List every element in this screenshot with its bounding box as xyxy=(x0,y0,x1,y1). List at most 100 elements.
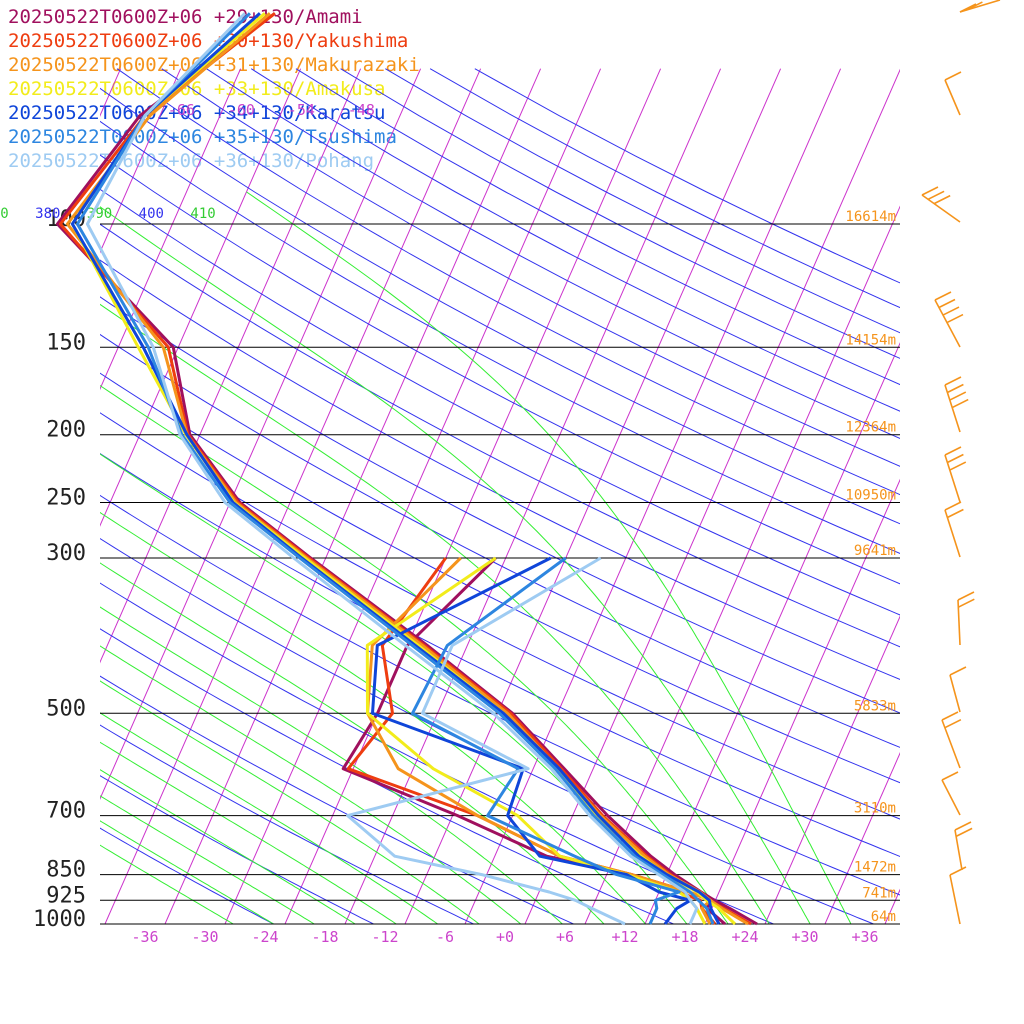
isotherm-grid xyxy=(0,68,900,924)
isotherm-line xyxy=(224,68,602,924)
wind-barb-flag xyxy=(949,461,967,471)
wind-barb-flag xyxy=(942,306,960,316)
sounding-station xyxy=(70,12,721,925)
legend-entry: 20250522T0600Z+06 +34+130/Karatsu xyxy=(8,102,386,124)
height-label: 3110m xyxy=(854,801,896,817)
dry-adiabat-line xyxy=(100,453,900,858)
pressure-label: 150 xyxy=(46,330,86,355)
isotherm-line xyxy=(464,68,842,924)
dry-adiabat-line xyxy=(100,628,675,924)
dry-adiabat-line xyxy=(100,296,900,714)
wind-barbs xyxy=(921,0,1001,925)
moist-adiabat-line xyxy=(100,795,316,924)
temperature-tick-label: -6 xyxy=(436,928,454,946)
isotherm-line xyxy=(644,342,900,924)
temperature-tick-label: +24 xyxy=(731,928,758,946)
wind-barb-flag xyxy=(949,866,967,876)
dry-adiabat-line xyxy=(100,827,275,924)
dry-adiabat-line xyxy=(206,68,900,439)
wind-barb-flag xyxy=(957,591,975,601)
height-label: 5833m xyxy=(854,698,896,714)
temperature-profile-line xyxy=(70,12,721,925)
moist-adiabat-line xyxy=(100,645,522,924)
wind-barb-staff xyxy=(944,454,961,503)
isotherm-line xyxy=(100,68,302,527)
temperature-tick-label: -36 xyxy=(131,928,158,946)
dry-adiabat-line xyxy=(100,494,900,896)
legend-entry: 20250522T0600Z+06 +35+130/Tsushima xyxy=(8,126,397,148)
height-label: 16614m xyxy=(845,209,896,225)
height-label: 10950m xyxy=(845,488,896,504)
pressure-label: 300 xyxy=(46,541,86,566)
wind-barb xyxy=(959,0,1001,13)
moist-adiabat-line xyxy=(100,562,605,924)
isotherm-line xyxy=(284,68,662,924)
isotherm-label: -60 xyxy=(228,101,255,119)
wind-barb xyxy=(944,446,967,503)
height-label: 1472m xyxy=(854,860,896,876)
wind-barb-flag xyxy=(944,71,962,81)
wind-barb-flag xyxy=(944,446,962,456)
wind-barb-flag xyxy=(946,313,964,324)
moist-adiabat-line xyxy=(100,712,439,924)
wind-barb-staff xyxy=(921,194,961,223)
wind-barb-staff xyxy=(954,829,963,871)
wind-barb-flag xyxy=(959,3,977,13)
isotherm-line xyxy=(100,68,362,664)
wind-barb-staff xyxy=(934,299,961,348)
wind-barb-flag xyxy=(944,501,962,511)
wind-barb xyxy=(921,186,961,223)
wind-barb-flag xyxy=(927,190,945,201)
moist-adiabat-line xyxy=(100,606,564,924)
isotherm-line xyxy=(764,615,900,924)
dry-adiabat-line xyxy=(100,120,900,554)
pressure-label: 850 xyxy=(46,858,86,883)
legend-entry: 20250522T0600Z+06 +36+130/Pohang xyxy=(8,150,375,172)
isotherm-label: -48 xyxy=(348,101,375,119)
isotherm-line xyxy=(100,68,182,254)
isotherm-line xyxy=(704,478,900,924)
sounding-station xyxy=(75,12,715,925)
dry-adiabat-line xyxy=(295,68,900,386)
temperature-tick-label: -12 xyxy=(371,928,398,946)
wind-barb xyxy=(941,771,961,816)
moist-adiabat-line xyxy=(100,453,688,924)
moist-adiabat-line xyxy=(100,741,398,924)
wind-barb-flag xyxy=(933,194,951,205)
isotherm-label: -66 xyxy=(168,101,195,119)
moist-adiabat-line xyxy=(100,511,647,924)
wind-barb-flag xyxy=(944,376,962,386)
moist-adiabat-line xyxy=(100,680,481,924)
wind-barb-flag xyxy=(955,827,973,838)
dry-adiabat-line xyxy=(100,259,900,680)
dry-adiabat-line xyxy=(100,333,900,748)
wind-barb-flag xyxy=(949,391,967,401)
wind-barb-flag xyxy=(941,711,959,721)
temperature-tick-label: +0 xyxy=(496,928,514,946)
isotherm-line xyxy=(584,205,900,924)
moist-adiabat-line xyxy=(100,820,275,924)
legend-entry: 20250522T0600Z+06 +31+130/Makurazaki xyxy=(8,54,420,76)
wind-barb xyxy=(941,711,962,769)
isotherm-line xyxy=(164,68,542,924)
sounding-station xyxy=(85,12,699,926)
moist-adiabat-line xyxy=(100,206,811,924)
height-label: 12364m xyxy=(845,420,896,436)
pressure-label: 925 xyxy=(46,883,86,908)
height-label: 741m xyxy=(862,885,896,901)
moist-adiabat-line xyxy=(246,191,852,924)
wind-barb xyxy=(944,501,964,558)
dry-adiabat-line xyxy=(100,188,900,616)
theta-label: 400 xyxy=(139,206,164,222)
isobar-grid xyxy=(100,223,900,925)
height-label: 14154m xyxy=(845,332,896,348)
isotherm-line xyxy=(0,69,1,924)
wind-barb-flag xyxy=(954,821,972,831)
wind-barb-staff xyxy=(944,509,961,558)
dry-adiabat-line xyxy=(100,372,900,784)
pressure-label: 250 xyxy=(46,486,86,511)
sounding-station xyxy=(55,12,758,926)
theta-label: 410 xyxy=(190,206,215,222)
moist-adiabat-line xyxy=(100,769,357,924)
wind-barb-flag xyxy=(957,598,975,608)
